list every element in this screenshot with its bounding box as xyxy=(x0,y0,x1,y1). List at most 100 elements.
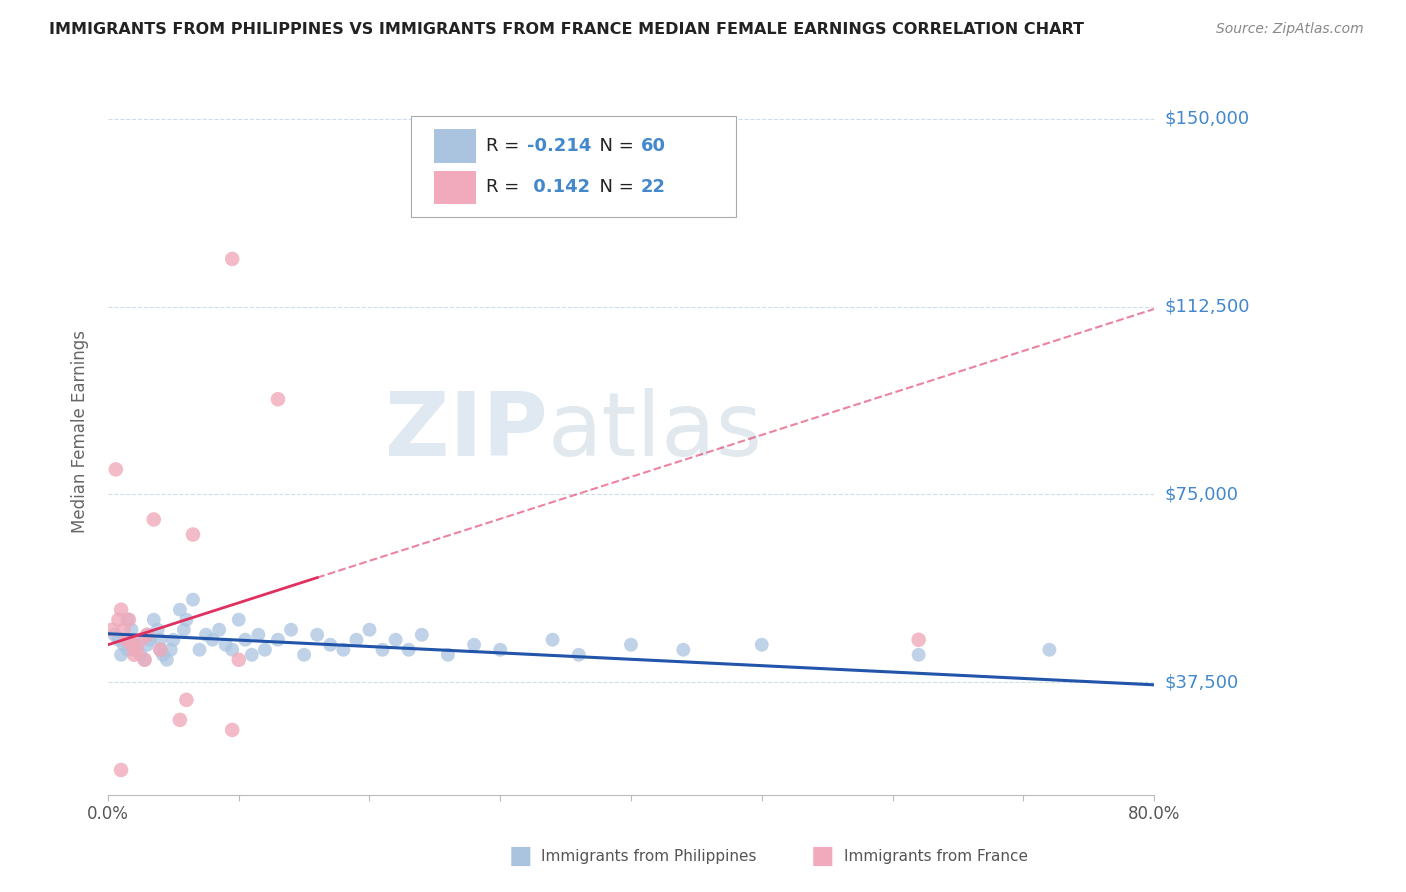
Point xyxy=(359,623,381,637)
Point xyxy=(117,613,139,627)
Point xyxy=(620,638,643,652)
Point xyxy=(215,638,238,652)
Point xyxy=(181,527,204,541)
Point xyxy=(152,648,174,662)
Point xyxy=(169,602,191,616)
Point xyxy=(307,628,329,642)
Point xyxy=(136,638,159,652)
Point xyxy=(136,628,159,642)
Point xyxy=(117,642,139,657)
Point xyxy=(149,642,172,657)
Point xyxy=(134,653,156,667)
Point xyxy=(176,693,198,707)
Point xyxy=(437,648,460,662)
Point xyxy=(247,628,270,642)
Point xyxy=(118,613,141,627)
Point xyxy=(672,642,695,657)
Point xyxy=(907,632,929,647)
Text: ■: ■ xyxy=(509,845,531,868)
Point xyxy=(101,623,124,637)
Text: -0.214: -0.214 xyxy=(527,136,592,155)
Point xyxy=(541,632,564,647)
Text: Immigrants from France: Immigrants from France xyxy=(844,849,1028,863)
Point xyxy=(122,648,145,662)
Point xyxy=(112,623,135,637)
Point xyxy=(568,648,591,662)
Point xyxy=(139,632,162,647)
Point xyxy=(489,642,512,657)
Point xyxy=(129,648,152,662)
Point xyxy=(110,602,132,616)
FancyBboxPatch shape xyxy=(434,129,477,162)
Point xyxy=(253,642,276,657)
Point xyxy=(292,648,315,662)
Point xyxy=(156,653,179,667)
Point xyxy=(125,642,148,657)
Point xyxy=(233,632,256,647)
Text: N =: N = xyxy=(588,178,640,196)
Text: $150,000: $150,000 xyxy=(1164,110,1250,128)
Point xyxy=(121,638,143,652)
Point xyxy=(173,623,195,637)
Text: $112,500: $112,500 xyxy=(1164,298,1250,316)
FancyBboxPatch shape xyxy=(434,170,477,204)
Point xyxy=(103,628,125,642)
Y-axis label: Median Female Earnings: Median Female Earnings xyxy=(72,330,89,533)
Text: $37,500: $37,500 xyxy=(1164,673,1239,691)
Text: ■: ■ xyxy=(811,845,834,868)
Point xyxy=(280,623,302,637)
Point xyxy=(115,632,138,647)
Point xyxy=(371,642,394,657)
Text: Source: ZipAtlas.com: Source: ZipAtlas.com xyxy=(1216,22,1364,37)
Text: 60: 60 xyxy=(640,136,665,155)
Point xyxy=(208,623,231,637)
Text: atlas: atlas xyxy=(547,388,762,475)
Point xyxy=(122,632,145,647)
Point xyxy=(907,648,929,662)
Point xyxy=(122,642,145,657)
Point xyxy=(162,632,184,647)
Point xyxy=(319,638,342,652)
Point xyxy=(267,632,290,647)
Point xyxy=(149,632,172,647)
Point xyxy=(751,638,773,652)
Point xyxy=(110,648,132,662)
Point xyxy=(149,642,172,657)
Point xyxy=(332,642,354,657)
Point xyxy=(142,512,165,526)
Point xyxy=(181,592,204,607)
Point xyxy=(411,628,433,642)
Point xyxy=(142,613,165,627)
Point xyxy=(201,632,224,647)
Point xyxy=(136,628,159,642)
Point xyxy=(195,628,218,642)
Text: R =: R = xyxy=(485,136,524,155)
Point xyxy=(129,632,152,647)
Text: R =: R = xyxy=(485,178,524,196)
Point xyxy=(1038,642,1060,657)
Point xyxy=(344,632,367,647)
Point xyxy=(107,613,129,627)
Point xyxy=(267,392,290,407)
Text: N =: N = xyxy=(588,136,640,155)
Point xyxy=(107,632,129,647)
Point xyxy=(221,642,243,657)
Point xyxy=(146,623,169,637)
Point xyxy=(159,642,181,657)
Point xyxy=(188,642,211,657)
Point xyxy=(125,638,148,652)
Text: 0.142: 0.142 xyxy=(527,178,591,196)
Point xyxy=(104,462,127,476)
Point xyxy=(176,613,198,627)
Point xyxy=(228,613,250,627)
Text: $75,000: $75,000 xyxy=(1164,485,1239,503)
Point xyxy=(384,632,406,647)
Point xyxy=(463,638,485,652)
Text: IMMIGRANTS FROM PHILIPPINES VS IMMIGRANTS FROM FRANCE MEDIAN FEMALE EARNINGS COR: IMMIGRANTS FROM PHILIPPINES VS IMMIGRANT… xyxy=(49,22,1084,37)
Point xyxy=(221,723,243,737)
Point xyxy=(240,648,263,662)
Text: Immigrants from Philippines: Immigrants from Philippines xyxy=(541,849,756,863)
Point xyxy=(121,623,143,637)
Text: ZIP: ZIP xyxy=(385,388,547,475)
Text: 22: 22 xyxy=(640,178,665,196)
